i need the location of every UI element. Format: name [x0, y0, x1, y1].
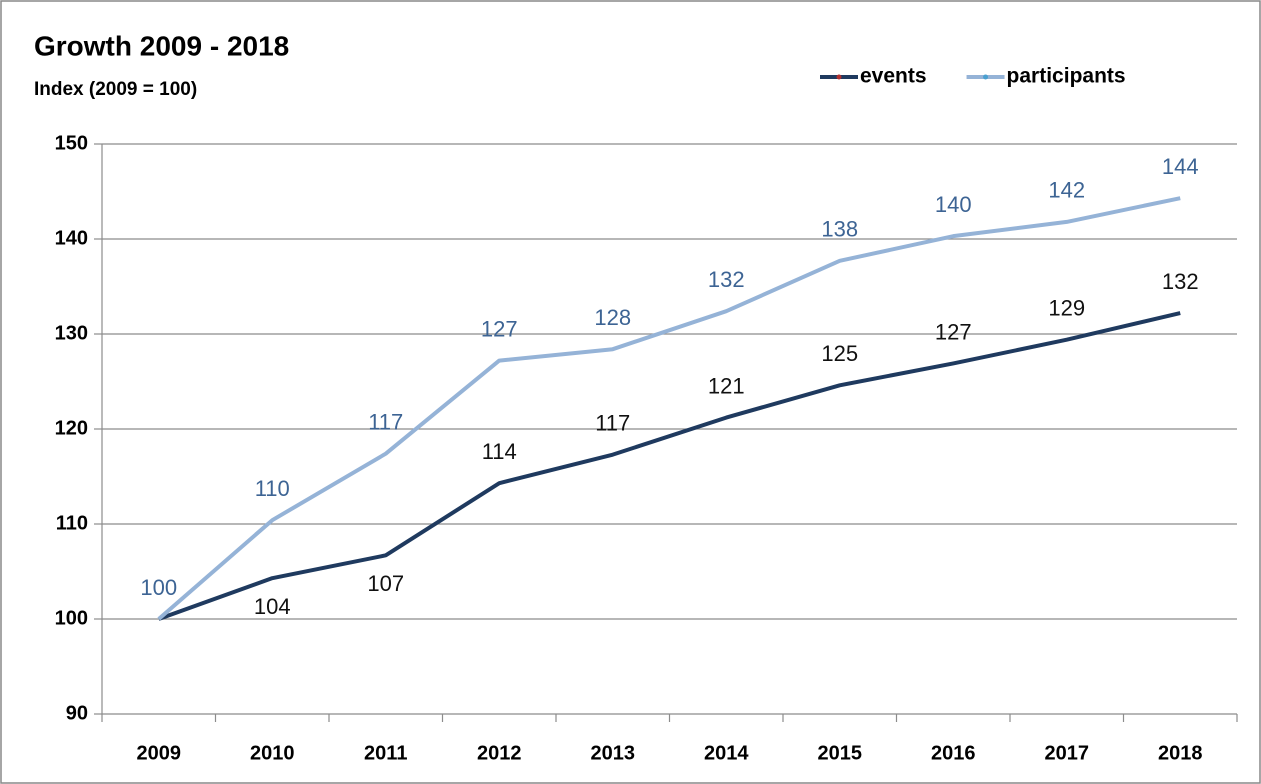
x-tick-label: 2015	[818, 742, 863, 764]
data-label: 138	[821, 217, 858, 242]
data-label: 100	[140, 575, 177, 600]
data-label: 107	[367, 571, 404, 596]
series-line	[157, 196, 1181, 621]
y-tick-label: 90	[66, 702, 88, 724]
data-label: 129	[1048, 296, 1085, 321]
x-tick-label: 2014	[704, 742, 749, 764]
data-label: 127	[935, 319, 972, 344]
data-label: 110	[255, 476, 290, 501]
y-tick-label: 140	[55, 227, 88, 249]
x-tick-label: 2016	[931, 742, 976, 764]
x-tick-label: 2018	[1158, 742, 1203, 764]
y-tick-label: 100	[55, 607, 88, 629]
x-tick-label: 2009	[137, 742, 182, 764]
chart-subtitle: Index (2009 = 100)	[34, 79, 197, 100]
data-label: 144	[1162, 154, 1199, 179]
data-label: 132	[708, 267, 745, 292]
data-label: 117	[595, 410, 630, 435]
legend-marker	[983, 74, 989, 80]
x-tick-label: 2013	[591, 742, 636, 764]
data-label: 142	[1048, 178, 1085, 203]
data-label: 114	[482, 439, 517, 464]
data-label: 127	[481, 316, 518, 341]
data-label: 117	[368, 410, 403, 435]
data-label: 121	[708, 373, 745, 398]
data-label: 104	[254, 594, 291, 619]
legend-label: events	[860, 65, 927, 88]
x-tick-label: 2010	[250, 742, 295, 764]
series-line	[158, 311, 1181, 621]
x-tick-label: 2017	[1045, 742, 1090, 764]
chart-title: Growth 2009 - 2018	[34, 30, 289, 61]
x-tick-label: 2012	[477, 742, 522, 764]
y-tick-label: 150	[55, 132, 88, 154]
legend-marker	[836, 74, 842, 80]
data-label: 128	[594, 305, 631, 330]
y-tick-label: 130	[55, 322, 88, 344]
data-label: 125	[821, 341, 858, 366]
x-tick-label: 2011	[364, 742, 407, 764]
data-label: 132	[1162, 269, 1199, 294]
y-tick-label: 120	[55, 417, 88, 439]
data-label: 140	[935, 192, 972, 217]
y-tick-label: 110	[56, 512, 88, 534]
legend-label: participants	[1007, 65, 1126, 88]
